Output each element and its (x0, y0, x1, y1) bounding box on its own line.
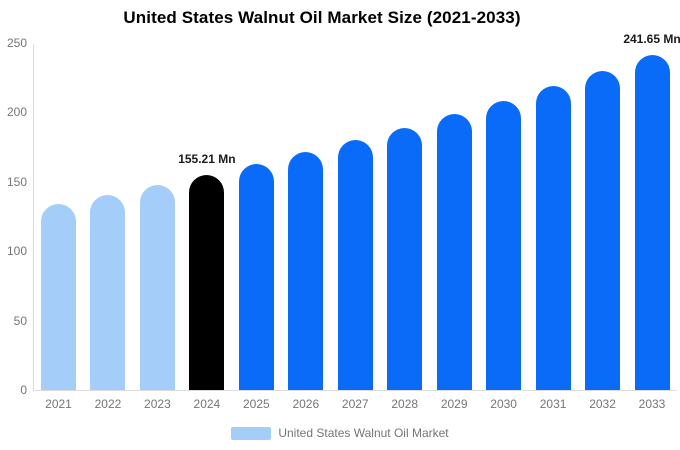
x-axis-line (33, 390, 677, 391)
x-tick-label-2022: 2022 (94, 397, 122, 411)
x-tick-label-2032: 2032 (589, 397, 616, 411)
x-tick-label-2030: 2030 (490, 397, 517, 411)
x-tick-label-2031: 2031 (539, 397, 567, 411)
y-tick-label: 250 (6, 36, 27, 50)
bar-2023[interactable] (139, 184, 175, 390)
legend-label: United States Walnut Oil Market (278, 426, 449, 440)
y-tick-label: 100 (6, 244, 27, 259)
bar-value-label-2033: 241.65 Mn (623, 31, 680, 46)
y-axis-line (33, 44, 34, 390)
x-tick-label-2027: 2027 (341, 397, 369, 411)
bar-2024[interactable] (189, 174, 225, 390)
x-tick-label-2033: 2033 (638, 397, 666, 411)
chart-title: United States Walnut Oil Market Size (20… (123, 8, 521, 27)
bar-2025[interactable] (238, 163, 274, 390)
x-tick-label-2025: 2025 (242, 397, 270, 411)
bar-2031[interactable] (535, 86, 571, 390)
legend-swatch (231, 426, 272, 440)
bar-2028[interactable] (387, 127, 423, 390)
x-tick-label-2029: 2029 (440, 397, 468, 411)
chart-legend: United States Walnut Oil Market (0, 426, 680, 440)
x-tick-label-2024: 2024 (193, 397, 221, 411)
bar-2029[interactable] (436, 114, 472, 390)
bar-value-label-2024: 155.21 Mn (178, 151, 236, 166)
x-tick-label-2023: 2023 (144, 397, 171, 411)
bar-2021[interactable] (41, 204, 76, 390)
y-tick-label: 50 (13, 313, 27, 328)
bar-2030[interactable] (486, 100, 522, 390)
y-tick-label: 200 (6, 105, 27, 120)
x-tick-label-2028: 2028 (391, 397, 419, 411)
bar-2033[interactable] (634, 54, 670, 390)
y-tick-label: 0 (20, 383, 27, 397)
bar-2022[interactable] (90, 194, 126, 390)
bar-2027[interactable] (337, 140, 373, 390)
x-tick-label-2021: 2021 (45, 397, 72, 411)
y-tick-label: 150 (6, 174, 27, 189)
bar-2026[interactable] (288, 152, 324, 390)
legend-item-united-states-walnut-oil-market[interactable]: United States Walnut Oil Market (231, 426, 449, 440)
bar-2032[interactable] (585, 70, 621, 390)
x-tick-label-2026: 2026 (292, 397, 320, 411)
